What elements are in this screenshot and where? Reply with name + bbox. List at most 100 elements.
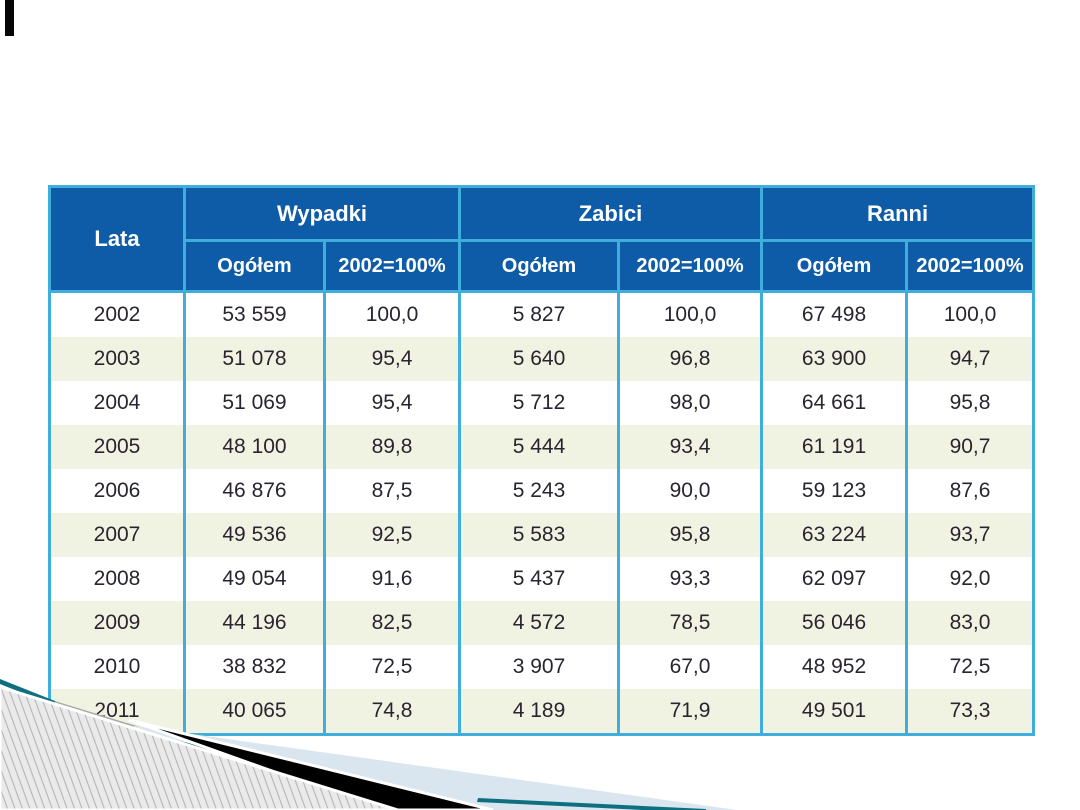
value-cell: 5 243 xyxy=(458,469,620,513)
value-cell: 72,5 xyxy=(905,645,1036,689)
value-cell: 51 069 xyxy=(183,381,326,425)
table-row: 2005 48 100 89,8 5 444 93,4 61 191 90,7 xyxy=(48,425,1036,469)
table-group-header-row: Lata Wypadki Zabici Ranni xyxy=(48,186,1036,293)
subheader-wypadki-ogolem: Ogółem xyxy=(183,240,326,293)
year-cell: 2003 xyxy=(48,337,186,381)
value-cell: 95,4 xyxy=(323,381,461,425)
value-cell: 40 065 xyxy=(183,689,326,735)
value-cell: 4 189 xyxy=(458,689,620,735)
value-cell: 49 501 xyxy=(760,689,909,735)
statistics-table-container: Lata Wypadki Zabici Ranni Ogółem 2002=10… xyxy=(48,185,1036,736)
subheader-ranni-ogolem: Ogółem xyxy=(760,240,909,293)
teal-line-under-black xyxy=(146,734,472,810)
value-cell: 51 078 xyxy=(183,337,326,381)
value-cell: 4 572 xyxy=(458,601,620,645)
value-cell: 38 832 xyxy=(183,645,326,689)
group-header-ranni: Ranni xyxy=(760,186,1036,242)
pale-blue-wedge xyxy=(134,726,737,810)
year-cell: 2004 xyxy=(48,381,186,425)
value-cell: 59 123 xyxy=(760,469,909,513)
teal-line-right xyxy=(477,798,706,810)
value-cell: 89,8 xyxy=(323,425,461,469)
value-cell: 100,0 xyxy=(905,291,1036,337)
table-row: 2011 40 065 74,8 4 189 71,9 49 501 73,3 xyxy=(48,689,1036,735)
accidents-statistics-table: Lata Wypadki Zabici Ranni Ogółem 2002=10… xyxy=(48,185,1036,736)
year-cell: 2010 xyxy=(48,645,186,689)
value-cell: 94,7 xyxy=(905,337,1036,381)
value-cell: 78,5 xyxy=(616,601,764,645)
slide-accent-bar xyxy=(5,0,14,36)
year-cell: 2009 xyxy=(48,601,186,645)
value-cell: 49 054 xyxy=(183,557,326,601)
value-cell: 5 444 xyxy=(458,425,620,469)
value-cell: 82,5 xyxy=(323,601,461,645)
value-cell: 74,8 xyxy=(323,689,461,735)
value-cell: 93,3 xyxy=(616,557,764,601)
value-cell: 92,5 xyxy=(323,513,461,557)
value-cell: 92,0 xyxy=(905,557,1036,601)
teal-edge-left xyxy=(0,679,55,706)
value-cell: 5 712 xyxy=(458,381,620,425)
value-cell: 46 876 xyxy=(183,469,326,513)
value-cell: 5 827 xyxy=(458,291,620,337)
value-cell: 87,5 xyxy=(323,469,461,513)
value-cell: 98,0 xyxy=(616,381,764,425)
year-cell: 2006 xyxy=(48,469,186,513)
table-row: 2003 51 078 95,4 5 640 96,8 63 900 94,7 xyxy=(48,337,1036,381)
value-cell: 93,4 xyxy=(616,425,764,469)
year-cell: 2002 xyxy=(48,291,186,337)
table-row: 2007 49 536 92,5 5 583 95,8 63 224 93,7 xyxy=(48,513,1036,557)
group-header-zabici: Zabici xyxy=(457,186,764,242)
value-cell: 93,7 xyxy=(905,513,1036,557)
table-sub-header-row: Ogółem 2002=100% Ogółem 2002=100% Ogółem… xyxy=(50,240,1036,293)
value-cell: 83,0 xyxy=(905,601,1036,645)
table-row: 2008 49 054 91,6 5 437 93,3 62 097 92,0 xyxy=(48,557,1036,601)
value-cell: 72,5 xyxy=(323,645,461,689)
table-row: 2009 44 196 82,5 4 572 78,5 56 046 83,0 xyxy=(48,601,1036,645)
value-cell: 73,3 xyxy=(905,689,1036,735)
years-column-header: Lata xyxy=(48,186,186,293)
value-cell: 87,6 xyxy=(905,469,1036,513)
year-cell: 2008 xyxy=(48,557,186,601)
value-cell: 90,0 xyxy=(616,469,764,513)
value-cell: 67,0 xyxy=(616,645,764,689)
value-cell: 100,0 xyxy=(616,291,764,337)
table-row: 2010 38 832 72,5 3 907 67,0 48 952 72,5 xyxy=(48,645,1036,689)
value-cell: 95,8 xyxy=(616,513,764,557)
table-row: 2006 46 876 87,5 5 243 90,0 59 123 87,6 xyxy=(48,469,1036,513)
table-header: Lata Wypadki Zabici Ranni Ogółem 2002=10… xyxy=(48,186,1036,293)
value-cell: 61 191 xyxy=(760,425,909,469)
year-cell: 2005 xyxy=(48,425,186,469)
year-cell: 2011 xyxy=(48,689,186,735)
value-cell: 48 100 xyxy=(183,425,326,469)
value-cell: 44 196 xyxy=(183,601,326,645)
value-cell: 63 224 xyxy=(760,513,909,557)
subheader-zabici-ogolem: Ogółem xyxy=(458,240,620,293)
value-cell: 48 952 xyxy=(760,645,909,689)
table-body: 2002 53 559 100,0 5 827 100,0 67 498 100,0 2003… xyxy=(48,291,1036,735)
value-cell: 67 498 xyxy=(760,291,909,337)
table-row: 2002 53 559 100,0 5 827 100,0 67 498 100,0 xyxy=(48,291,1036,337)
value-cell: 3 907 xyxy=(458,645,620,689)
year-cell: 2007 xyxy=(48,513,186,557)
group-header-wypadki: Wypadki xyxy=(183,186,461,242)
value-cell: 5 583 xyxy=(458,513,620,557)
value-cell: 95,4 xyxy=(323,337,461,381)
value-cell: 56 046 xyxy=(760,601,909,645)
value-cell: 100,0 xyxy=(323,291,461,337)
value-cell: 53 559 xyxy=(183,291,326,337)
value-cell: 62 097 xyxy=(760,557,909,601)
value-cell: 64 661 xyxy=(760,381,909,425)
value-cell: 5 640 xyxy=(458,337,620,381)
value-cell: 71,9 xyxy=(616,689,764,735)
value-cell: 63 900 xyxy=(760,337,909,381)
subheader-zabici-index: 2002=100% xyxy=(616,240,764,293)
value-cell: 49 536 xyxy=(183,513,326,557)
value-cell: 95,8 xyxy=(905,381,1036,425)
value-cell: 91,6 xyxy=(323,557,461,601)
subheader-wypadki-index: 2002=100% xyxy=(323,240,461,293)
subheader-ranni-index: 2002=100% xyxy=(905,240,1036,293)
value-cell: 90,7 xyxy=(905,425,1036,469)
value-cell: 5 437 xyxy=(458,557,620,601)
